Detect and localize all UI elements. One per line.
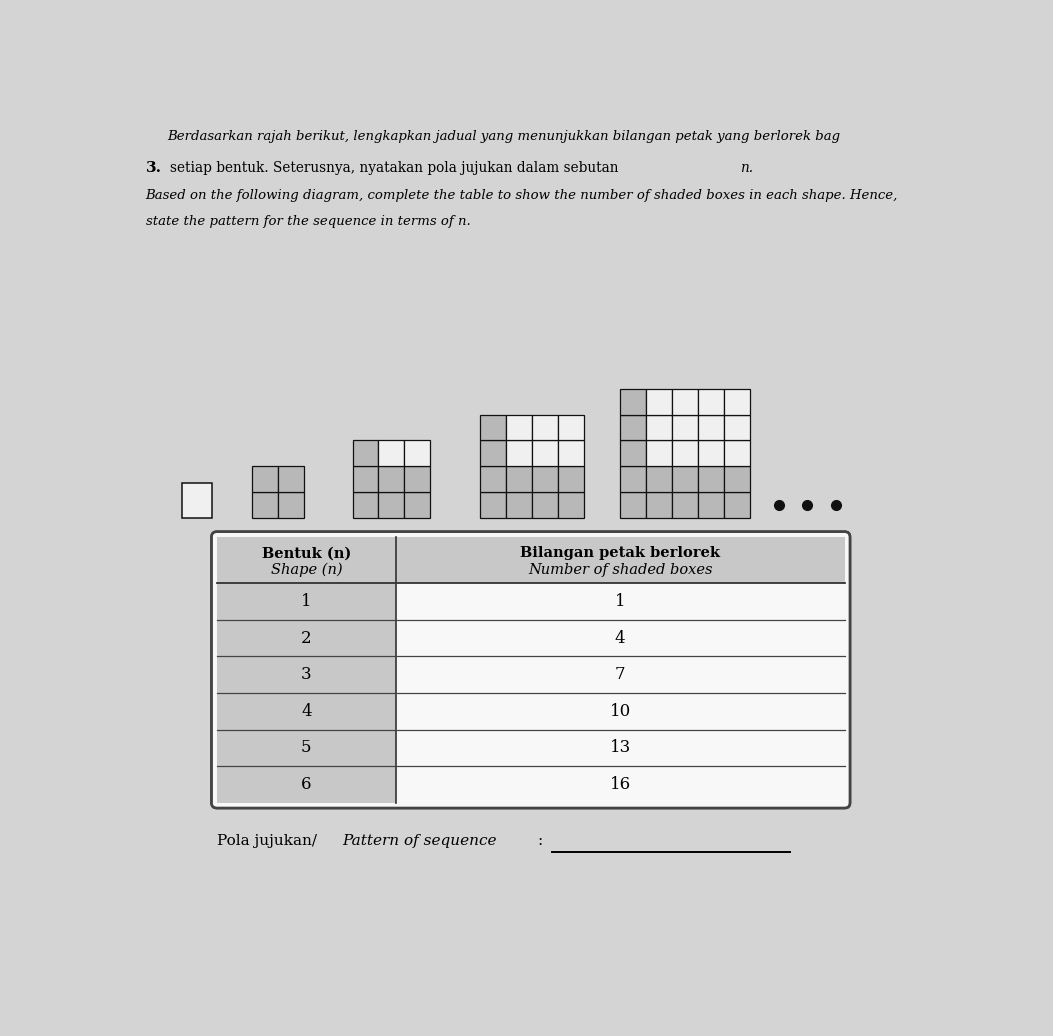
Bar	[506, 466, 533, 492]
Bar	[217, 583, 396, 803]
Bar	[533, 440, 558, 466]
Bar	[723, 440, 750, 466]
Bar	[672, 414, 698, 440]
Bar	[672, 388, 698, 414]
Text: Based on the following diagram, complete the table to show the number of shaded : Based on the following diagram, complete…	[145, 189, 898, 202]
Bar	[672, 492, 698, 518]
Bar	[698, 466, 723, 492]
Text: :: :	[538, 834, 548, 848]
Text: 6: 6	[301, 776, 312, 793]
Bar	[480, 440, 506, 466]
Bar	[645, 414, 672, 440]
Text: Pattern of sequence: Pattern of sequence	[342, 834, 497, 848]
Bar	[480, 414, 506, 440]
Text: 13: 13	[610, 740, 631, 756]
Bar	[480, 492, 506, 518]
Text: 3.: 3.	[145, 162, 161, 175]
Text: Bilangan petak berlorek: Bilangan petak berlorek	[520, 546, 720, 560]
FancyBboxPatch shape	[212, 531, 850, 808]
Text: 1: 1	[615, 593, 625, 610]
Bar	[404, 440, 431, 466]
Bar	[506, 440, 533, 466]
Bar	[723, 492, 750, 518]
Text: Number of shaded boxes: Number of shaded boxes	[528, 564, 713, 577]
Text: 4: 4	[301, 702, 312, 720]
Bar	[558, 440, 584, 466]
Bar	[404, 492, 431, 518]
Text: 1: 1	[301, 593, 312, 610]
Text: 16: 16	[610, 776, 631, 793]
Bar	[723, 388, 750, 414]
Text: 5: 5	[301, 740, 312, 756]
Text: Pola jujukan/: Pola jujukan/	[217, 834, 317, 848]
Bar	[645, 388, 672, 414]
Bar	[698, 414, 723, 440]
Bar	[182, 483, 212, 518]
Bar	[672, 440, 698, 466]
Bar	[252, 492, 278, 518]
Bar	[723, 466, 750, 492]
Bar	[645, 466, 672, 492]
Bar	[558, 466, 584, 492]
Bar	[506, 414, 533, 440]
Bar	[533, 492, 558, 518]
Bar	[378, 466, 404, 492]
Bar	[278, 466, 303, 492]
Bar	[506, 492, 533, 518]
Bar	[480, 466, 506, 492]
Bar	[252, 466, 278, 492]
Bar	[698, 440, 723, 466]
Text: 3: 3	[301, 666, 312, 683]
Bar	[353, 492, 378, 518]
Text: 2: 2	[301, 630, 312, 646]
Bar	[378, 440, 404, 466]
Text: 4: 4	[615, 630, 625, 646]
Bar	[353, 466, 378, 492]
Bar	[404, 466, 431, 492]
Text: n.: n.	[740, 162, 753, 175]
Bar	[533, 414, 558, 440]
Bar	[533, 466, 558, 492]
Text: Bentuk (n): Bentuk (n)	[262, 546, 351, 560]
Bar	[378, 492, 404, 518]
Text: Shape (n): Shape (n)	[271, 563, 342, 577]
Bar	[620, 492, 645, 518]
Bar	[558, 492, 584, 518]
Text: state the pattern for the sequence in terms of n.: state the pattern for the sequence in te…	[145, 215, 471, 228]
Bar	[217, 537, 845, 583]
Text: setiap bentuk. Seterusnya, nyatakan pola jujukan dalam sebutan: setiap bentuk. Seterusnya, nyatakan pola…	[171, 162, 623, 175]
Bar	[278, 492, 303, 518]
Bar	[723, 414, 750, 440]
Bar	[353, 440, 378, 466]
Bar	[620, 440, 645, 466]
Bar	[698, 492, 723, 518]
Bar	[698, 388, 723, 414]
Text: 10: 10	[610, 702, 631, 720]
Bar	[645, 492, 672, 518]
Bar	[558, 414, 584, 440]
Text: Berdasarkan rajah berikut, lengkapkan jadual yang menunjukkan bilangan petak yan: Berdasarkan rajah berikut, lengkapkan ja…	[167, 131, 840, 143]
Bar	[620, 388, 645, 414]
Bar	[672, 466, 698, 492]
Bar	[620, 466, 645, 492]
Bar	[620, 414, 645, 440]
Bar	[645, 440, 672, 466]
Text: 7: 7	[615, 666, 625, 683]
